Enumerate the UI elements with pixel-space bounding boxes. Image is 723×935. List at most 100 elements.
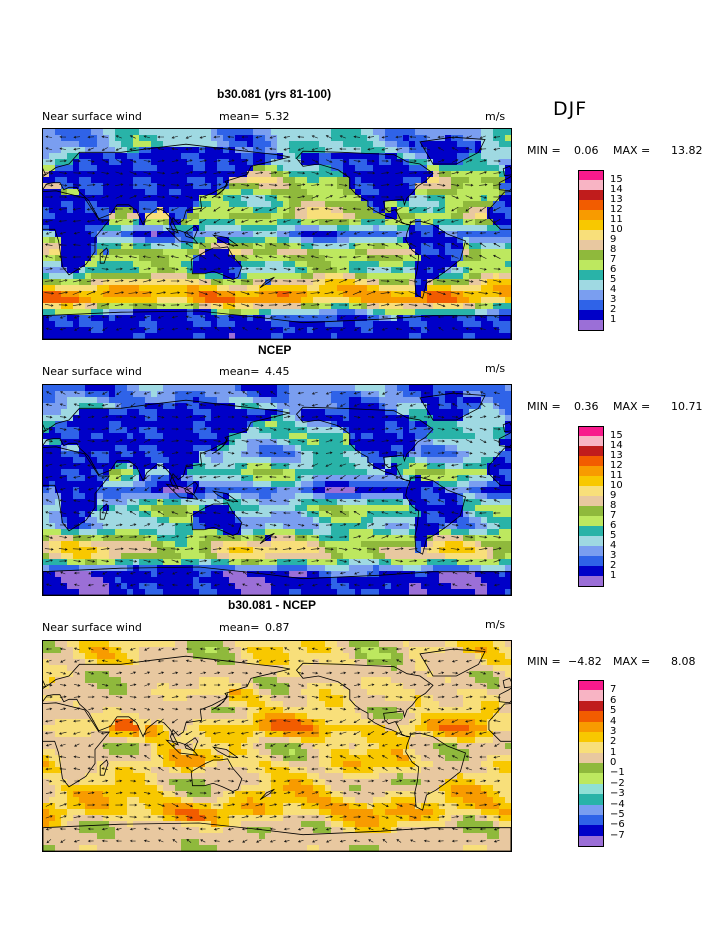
field-cell bbox=[127, 391, 134, 398]
field-cell bbox=[163, 385, 170, 392]
field-cell bbox=[421, 499, 428, 506]
field-cell bbox=[493, 385, 500, 392]
field-cell bbox=[451, 297, 458, 304]
field-cell bbox=[445, 267, 452, 274]
field-cell bbox=[349, 391, 356, 398]
field-cell bbox=[217, 481, 224, 488]
wind-vector bbox=[269, 159, 277, 162]
field-cell bbox=[391, 475, 398, 482]
wind-vector bbox=[493, 183, 502, 186]
field-cell bbox=[241, 243, 248, 250]
field-cell bbox=[259, 147, 266, 154]
wind-vector bbox=[199, 279, 208, 284]
wind-vector bbox=[465, 183, 474, 187]
field-cell bbox=[283, 285, 290, 292]
field-cell bbox=[55, 285, 62, 292]
field-cell bbox=[319, 177, 326, 184]
field-cell bbox=[373, 213, 380, 220]
field-cell bbox=[355, 285, 362, 292]
wind-vector bbox=[199, 218, 207, 224]
field-cell bbox=[505, 327, 511, 334]
field-cell bbox=[439, 231, 446, 238]
panel-2-title: NCEP bbox=[258, 343, 292, 357]
field-cell bbox=[481, 219, 488, 226]
field-cell bbox=[73, 309, 80, 316]
wind-vector bbox=[72, 207, 81, 211]
field-cell bbox=[91, 487, 98, 494]
field-cell bbox=[361, 463, 368, 470]
field-cell bbox=[157, 309, 164, 316]
field-cell bbox=[61, 457, 68, 464]
field-cell bbox=[337, 321, 344, 328]
coastline bbox=[184, 225, 199, 240]
field-cell bbox=[61, 391, 68, 398]
field-cell bbox=[199, 261, 206, 268]
field-cell bbox=[49, 261, 56, 268]
field-cell bbox=[205, 285, 212, 292]
field-cell bbox=[481, 129, 488, 136]
field-cell bbox=[235, 153, 242, 160]
field-cell bbox=[487, 231, 494, 238]
field-cell bbox=[223, 213, 230, 220]
field-cell bbox=[169, 315, 176, 322]
field-cell bbox=[487, 195, 494, 202]
field-cell bbox=[181, 457, 188, 464]
field-cell bbox=[283, 433, 290, 440]
wind-vector bbox=[296, 291, 307, 294]
field-cell bbox=[409, 303, 416, 310]
field-cell bbox=[79, 159, 86, 166]
field-cell bbox=[85, 201, 92, 208]
field-cell bbox=[115, 463, 122, 470]
wind-vector bbox=[59, 195, 68, 199]
field-cell bbox=[151, 237, 158, 244]
wind-vector bbox=[214, 326, 220, 331]
wind-vector bbox=[58, 207, 67, 211]
field-cell bbox=[367, 261, 374, 268]
field-cell bbox=[85, 397, 92, 404]
field-cell bbox=[463, 195, 470, 202]
field-cell bbox=[103, 327, 110, 334]
field-cell bbox=[301, 291, 308, 298]
field-cell bbox=[421, 315, 428, 322]
field-cell bbox=[163, 129, 170, 136]
field-cell bbox=[145, 397, 152, 404]
field-cell bbox=[217, 333, 224, 339]
field-cell bbox=[313, 421, 320, 428]
field-cell bbox=[139, 385, 146, 392]
field-cell bbox=[307, 427, 314, 434]
field-cell bbox=[475, 321, 482, 328]
field-cell bbox=[337, 297, 344, 304]
field-cell bbox=[289, 153, 296, 160]
field-cell bbox=[67, 505, 74, 512]
field-cell bbox=[199, 451, 206, 458]
field-cell bbox=[271, 207, 278, 214]
field-cell bbox=[217, 427, 224, 434]
wind-vector bbox=[493, 231, 500, 235]
field-cell bbox=[463, 433, 470, 440]
field-cell bbox=[271, 183, 278, 190]
field-cell bbox=[451, 231, 458, 238]
field-cell bbox=[181, 171, 188, 178]
field-cell bbox=[289, 291, 296, 298]
field-cell bbox=[223, 427, 230, 434]
field-cell bbox=[361, 303, 368, 310]
field-cell bbox=[211, 237, 218, 244]
field-cell bbox=[55, 309, 62, 316]
field-cell bbox=[445, 397, 452, 404]
field-cell bbox=[235, 463, 242, 470]
field-cell bbox=[421, 195, 428, 202]
field-cell bbox=[475, 249, 482, 256]
field-cell bbox=[79, 141, 86, 148]
field-cell bbox=[181, 445, 188, 452]
field-cell bbox=[49, 499, 56, 506]
coastline bbox=[405, 220, 466, 299]
field-cell bbox=[499, 267, 506, 274]
field-cell bbox=[499, 135, 506, 142]
field-cell bbox=[205, 153, 212, 160]
field-cell bbox=[235, 469, 242, 476]
field-cell bbox=[223, 451, 230, 458]
field-cell bbox=[199, 327, 206, 334]
field-cell bbox=[241, 291, 248, 298]
field-cell bbox=[61, 481, 68, 488]
field-cell bbox=[193, 291, 200, 298]
